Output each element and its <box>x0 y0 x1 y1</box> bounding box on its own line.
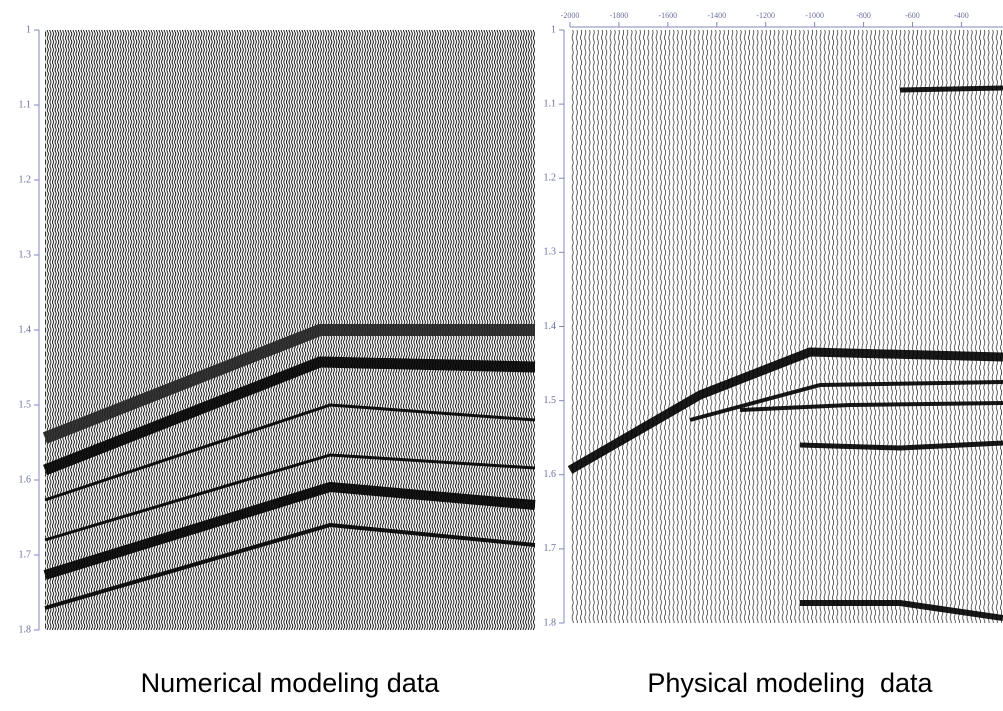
x-tick-label: -600 <box>905 11 920 20</box>
y-tick-label: 1.3 <box>544 247 557 258</box>
y-tick-label: 1.4 <box>19 324 32 335</box>
reflector <box>44 403 536 502</box>
reflector <box>42 324 535 444</box>
x-tick-label: -1800 <box>610 11 629 20</box>
trace-area <box>570 30 1003 623</box>
y-tick-label: 1.5 <box>544 395 557 406</box>
y-tick-label: 1.1 <box>19 99 32 110</box>
reflector <box>799 440 1003 451</box>
y-tick-label: 1 <box>26 24 31 35</box>
x-tick-label: -400 <box>954 11 969 20</box>
y-tick-label: 1.7 <box>544 543 557 554</box>
y-tick-label: 1.2 <box>19 174 32 185</box>
y-tick-label: 1 <box>551 24 556 35</box>
y-tick-label: 1.2 <box>544 173 557 184</box>
reflector <box>899 85 1003 93</box>
caption: Numerical modeling data <box>141 668 441 698</box>
y-tick-label: 1.7 <box>19 549 32 560</box>
reflector <box>800 600 1003 621</box>
y-tick-label: 1.1 <box>544 98 557 109</box>
y-tick-label: 1.3 <box>19 249 32 260</box>
x-tick-label: -1000 <box>805 11 824 20</box>
reflector <box>739 401 1003 412</box>
x-tick-label: -1200 <box>756 11 775 20</box>
x-tick-label: -1400 <box>707 11 726 20</box>
y-tick-label: 1.6 <box>19 474 32 485</box>
y-tick-label: 1.8 <box>19 624 32 635</box>
reflector <box>44 523 536 610</box>
y-tick-label: 1.6 <box>544 469 557 480</box>
y-tick-label: 1.8 <box>544 617 557 628</box>
x-tick-label: -800 <box>856 11 871 20</box>
reflector <box>44 453 536 542</box>
y-tick-label: 1.4 <box>544 321 557 332</box>
y-tick-label: 1.5 <box>19 399 32 410</box>
x-tick-label: -2000 <box>561 11 580 20</box>
reflector <box>567 347 1003 474</box>
reflector <box>43 482 536 580</box>
caption: Physical modeling data <box>647 668 933 698</box>
reflector <box>42 356 536 476</box>
x-tick-label: -1600 <box>659 11 678 20</box>
reflector <box>689 380 1003 422</box>
